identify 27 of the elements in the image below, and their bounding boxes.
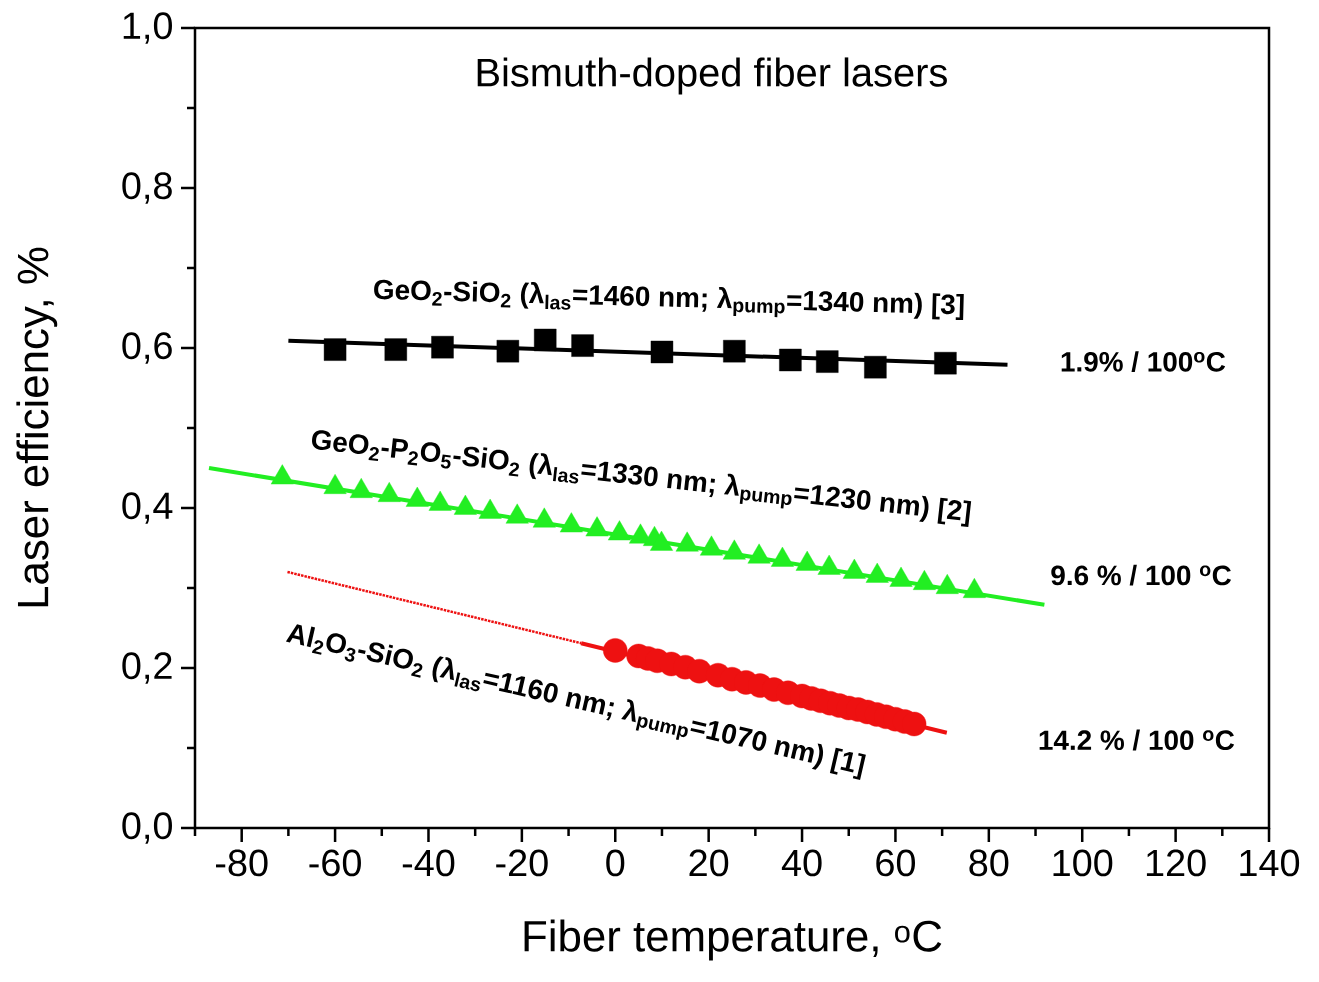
x-tick-label: 60 — [876, 849, 916, 877]
text: GeO$_{2}$-SiO$_{2}$ (λ$_{las}$=1460 nm; λ$_{pump}$=1340 nm) [3] — [374, 279, 964, 321]
y-tick-label: 0,4 — [122, 492, 173, 524]
y-tick-label: 0,6 — [122, 332, 172, 364]
x-tick-label: -80 — [216, 849, 268, 877]
x-tick-label: -20 — [496, 849, 548, 877]
x-tick-label: 0 — [606, 849, 625, 877]
x-tick-label: 120 — [1146, 849, 1206, 877]
x-tick-label: -40 — [402, 849, 455, 877]
text: Bismuth-doped fiber lasers — [477, 57, 947, 95]
x-tick-label: 20 — [689, 849, 729, 877]
y-tick-label: 1,0 — [123, 12, 172, 44]
x-tick-label: -60 — [309, 849, 361, 877]
annotation: 1.9% / 100$^{o}$C — [1061, 351, 1226, 372]
x-tick-label: 100 — [1053, 849, 1113, 877]
x-tick-label: 40 — [781, 849, 822, 877]
x-tick-label: 140 — [1240, 849, 1300, 877]
annotation: 9.6 % / 100 $^{o}$C — [1051, 564, 1232, 586]
text: GeO$_{2}$-P$_{2}$O$_{5}$-SiO$_{2}$ (λ$_{las}$=1330 nm; λ$_{pump}$=1230 nm) [2] — [312, 430, 972, 527]
annotation: 14.2 % / 100 $^{o}$C — [1039, 729, 1235, 751]
x-axis-title: Fiber temperature, $^{o}$C — [524, 919, 942, 961]
y-tick-label: 0,2 — [122, 652, 172, 684]
y-tick-label: 0,8 — [122, 172, 172, 204]
y-tick-label: 0,0 — [122, 812, 172, 844]
x-tick-label: 80 — [969, 849, 1009, 877]
y-axis-title: Laser efficiency, % — [16, 247, 58, 607]
text: Al$_{2}$O$_{3}$-SiO$_{2}$ (λ$_{las}$=1160 nm; λ$_{pump}$=1070 nm) [1] — [285, 624, 866, 780]
